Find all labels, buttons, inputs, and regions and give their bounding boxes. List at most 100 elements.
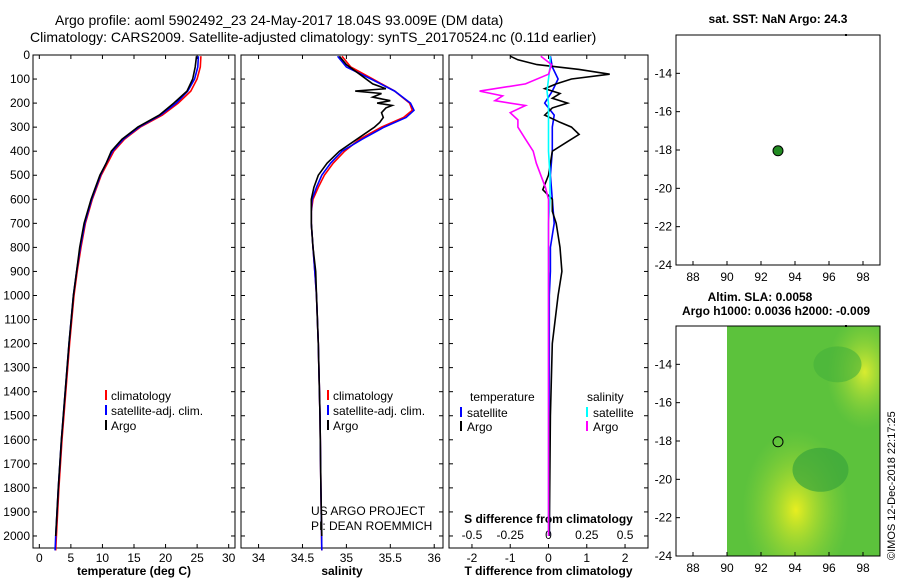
x-tick-label: 0 <box>36 551 43 565</box>
salinity-series-line <box>310 55 415 551</box>
depth-tick-label: 500 <box>10 168 30 182</box>
map-y-tick-label: -18 <box>655 143 673 157</box>
x-tick-label: 10 <box>96 551 110 565</box>
map-x-tick-label: 92 <box>754 561 768 575</box>
map-x-tick-label: 90 <box>720 561 734 575</box>
map-y-tick-label: -20 <box>655 181 673 195</box>
map-x-tick-label: 94 <box>788 270 802 284</box>
depth-tick-label: 1800 <box>3 481 30 495</box>
x-tick-label: 2 <box>622 551 629 565</box>
map-y-tick-label: -22 <box>655 511 673 525</box>
depth-tick-label: 1100 <box>4 313 30 327</box>
map-x-tick-label: 88 <box>686 561 700 575</box>
map-y-tick-label: -14 <box>655 357 673 371</box>
map-x-tick-label: 92 <box>754 270 768 284</box>
sla-low-patch <box>813 346 862 383</box>
x-axis-label: T difference from climatology <box>464 564 632 578</box>
sst-map-title: sat. SST: NaN Argo: 24.3 <box>709 12 848 26</box>
x-tick-label: 34 <box>252 551 266 565</box>
argo-location-marker <box>772 145 784 157</box>
sla-low-patch <box>792 447 849 492</box>
x-tick-label: 35.5 <box>379 551 403 565</box>
x-tick-label: 1 <box>583 551 590 565</box>
difference-legend-label: Argo <box>593 420 619 434</box>
title-line-1: Argo profile: aoml 5902492_23 24-May-201… <box>55 12 504 28</box>
map-y-tick-label: -14 <box>655 66 673 80</box>
depth-tick-label: 1300 <box>3 361 30 375</box>
salinity-legend-label: satellite-adj. clim. <box>333 404 425 418</box>
x-tick-label: 35 <box>340 551 354 565</box>
watermark: ©IMOS 12-Dec-2018 22:17:25 <box>886 411 898 560</box>
x-tick-label: 15 <box>127 551 141 565</box>
sla-map-title: Altim. SLA: 0.0058 <box>708 290 813 304</box>
salinity-series-line <box>310 55 414 551</box>
depth-tick-label: 800 <box>10 240 30 254</box>
sla-map-subtitle: Argo h1000: 0.0036 h2000: -0.009 <box>682 304 870 318</box>
salinity-annotation: PI: DEAN ROEMMICH <box>311 519 432 533</box>
difference-legend-label: satellite <box>593 406 634 420</box>
x-tick-label: 5 <box>68 551 75 565</box>
depth-tick-label: 1400 <box>3 385 30 399</box>
map-x-tick-label: 98 <box>856 270 870 284</box>
difference-series-line <box>479 55 553 536</box>
difference-legend-title: salinity <box>587 390 624 404</box>
difference-series-line <box>543 56 559 536</box>
salinity-annotation: US ARGO PROJECT <box>311 504 426 518</box>
temperature-series-line <box>54 56 202 551</box>
depth-tick-label: 300 <box>10 120 30 134</box>
map-x-tick-label: 90 <box>720 270 734 284</box>
difference-legend-title: temperature <box>470 390 535 404</box>
map-y-tick-label: -16 <box>655 105 673 119</box>
depth-tick-label: 1900 <box>3 505 30 519</box>
salinity-legend-label: Argo <box>333 419 359 433</box>
map-y-tick-label: -24 <box>655 258 673 272</box>
x-tick-label: 34.5 <box>291 551 315 565</box>
x-tick-label: 36 <box>428 551 442 565</box>
map-y-tick-label: -18 <box>655 434 673 448</box>
depth-tick-label: 1500 <box>3 409 30 423</box>
x-tick-label: 0 <box>545 551 552 565</box>
temperature-series-line <box>54 56 200 551</box>
map-corner-dot <box>845 325 847 327</box>
temperature-legend-label: climatology <box>111 389 171 403</box>
map-x-tick-label: 94 <box>788 561 802 575</box>
temperature-legend-label: Argo <box>111 419 137 433</box>
depth-tick-label: 600 <box>10 192 30 206</box>
depth-tick-label: 400 <box>10 144 30 158</box>
profile-panel-frame <box>32 54 236 549</box>
depth-tick-label: 100 <box>10 72 30 86</box>
depth-tick-label: 900 <box>10 264 30 278</box>
depth-tick-label: 1700 <box>3 457 30 471</box>
x-tick-label: 20 <box>159 551 173 565</box>
salinity-series-line <box>310 55 396 537</box>
depth-tick-label: 0 <box>23 48 30 62</box>
secondary-tick-label: -0.5 <box>462 528 483 542</box>
difference-legend-label: satellite <box>467 406 508 420</box>
x-axis-label: salinity <box>321 564 363 578</box>
map-x-tick-label: 88 <box>686 270 700 284</box>
map-y-tick-label: -24 <box>655 549 673 563</box>
difference-series-line <box>509 55 610 537</box>
x-tick-label: 30 <box>222 551 236 565</box>
map-x-tick-label: 96 <box>822 270 836 284</box>
depth-tick-label: 1200 <box>3 337 30 351</box>
secondary-tick-label: 0.5 <box>617 528 634 542</box>
depth-tick-label: 700 <box>10 216 30 230</box>
depth-tick-label: 200 <box>10 96 30 110</box>
watermark-text: ©IMOS 12-Dec-2018 22:17:25 <box>886 411 898 560</box>
temperature-legend-label: satellite-adj. clim. <box>111 404 203 418</box>
map-x-tick-label: 96 <box>822 561 836 575</box>
x-tick-label: 25 <box>190 551 204 565</box>
secondary-tick-label: -0.25 <box>497 528 525 542</box>
secondary-tick-label: 0.25 <box>575 528 599 542</box>
x-tick-label: -2 <box>467 551 478 565</box>
depth-tick-label: 1600 <box>3 433 30 447</box>
profile-panel-frame <box>240 54 444 549</box>
x-axis-label: temperature (deg C) <box>77 564 191 578</box>
argo-location-marker <box>772 436 784 448</box>
salinity-legend-label: climatology <box>333 389 393 403</box>
map-y-tick-label: -16 <box>655 396 673 410</box>
difference-legend-label: Argo <box>467 420 493 434</box>
map-y-tick-label: -20 <box>655 472 673 486</box>
